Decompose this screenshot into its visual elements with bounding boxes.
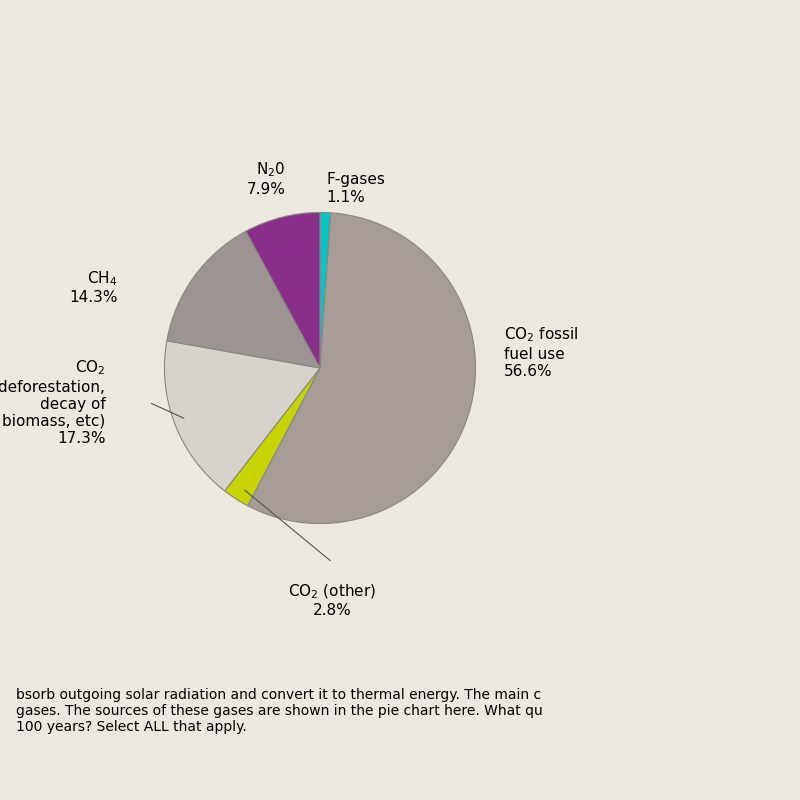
Wedge shape [167,231,320,368]
Wedge shape [248,213,475,523]
Wedge shape [165,341,320,491]
Text: CO$_2$ (other)
2.8%: CO$_2$ (other) 2.8% [289,582,377,618]
Text: CO$_2$ fossil
fuel use
56.6%: CO$_2$ fossil fuel use 56.6% [503,326,578,379]
Wedge shape [320,213,330,368]
Text: bsorb outgoing solar radiation and convert it to thermal energy. The main c
gase: bsorb outgoing solar radiation and conve… [16,688,542,734]
Text: N$_2$0
7.9%: N$_2$0 7.9% [247,161,286,197]
Wedge shape [225,368,320,506]
Text: CH$_4$
14.3%: CH$_4$ 14.3% [70,269,118,305]
Text: F-gases
1.1%: F-gases 1.1% [326,172,385,205]
Text: CO$_2$
(deforestation,
decay of
biomass, etc)
17.3%: CO$_2$ (deforestation, decay of biomass,… [0,358,106,446]
Wedge shape [246,213,320,368]
